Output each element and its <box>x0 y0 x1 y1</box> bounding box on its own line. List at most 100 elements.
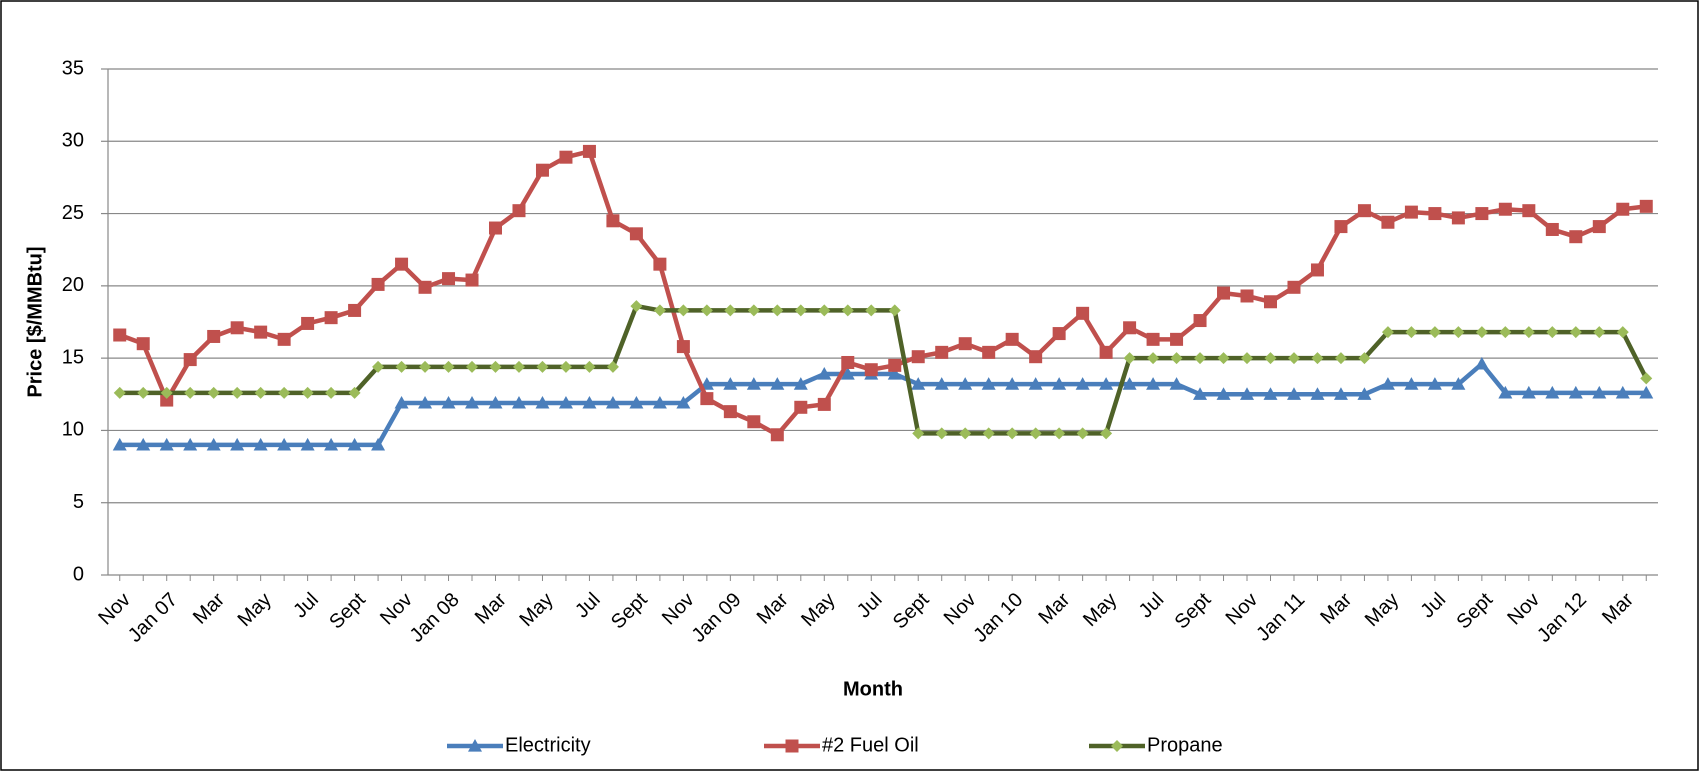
data-point <box>959 427 972 440</box>
data-point <box>324 437 339 451</box>
data-point <box>1427 377 1442 390</box>
data-point <box>1310 387 1325 400</box>
data-point <box>1616 326 1629 339</box>
data-point <box>1169 377 1184 390</box>
y-tick-label: 5 <box>73 491 84 513</box>
data-point <box>1334 220 1348 234</box>
data-point <box>934 377 949 390</box>
data-point <box>1193 387 1208 400</box>
data-point <box>489 360 502 373</box>
data-point <box>1029 427 1042 440</box>
data-point <box>630 300 643 313</box>
data-point <box>1333 387 1348 400</box>
data-point <box>1122 377 1137 390</box>
data-point <box>911 350 925 364</box>
data-point <box>817 397 831 411</box>
data-point <box>1474 356 1489 370</box>
data-point <box>840 367 855 380</box>
data-point <box>771 304 784 317</box>
data-point <box>606 360 619 373</box>
data-point <box>488 395 503 409</box>
data-point <box>653 257 667 271</box>
data-point <box>724 304 737 317</box>
data-point <box>1311 352 1324 365</box>
data-point <box>1475 326 1488 339</box>
data-point <box>1381 326 1394 339</box>
data-point <box>535 163 549 177</box>
data-point <box>1146 332 1160 346</box>
data-point <box>1616 202 1630 216</box>
data-point <box>137 386 150 399</box>
data-point <box>395 360 408 373</box>
data-point <box>1263 387 1278 400</box>
data-point <box>1193 314 1207 328</box>
data-point <box>136 437 151 451</box>
data-point <box>371 277 385 291</box>
legend-label: Propane <box>1147 734 1223 756</box>
data-point <box>1287 280 1301 294</box>
data-point <box>982 427 995 440</box>
data-point <box>982 345 996 359</box>
y-tick-label: 10 <box>62 419 84 441</box>
data-point <box>1545 385 1560 399</box>
data-point <box>489 221 502 235</box>
data-point <box>1615 385 1630 399</box>
x-axis-title: Month <box>843 678 903 700</box>
data-point <box>230 437 245 451</box>
data-point <box>793 377 808 390</box>
data-point <box>652 395 667 409</box>
data-point <box>1241 352 1254 365</box>
data-point <box>184 386 197 399</box>
data-point <box>958 337 972 351</box>
y-axis-title: Price [$/MMBtu] <box>24 246 46 397</box>
data-point <box>159 437 174 451</box>
legend-label: Electricity <box>505 734 591 756</box>
data-point <box>1170 352 1183 365</box>
data-point <box>183 437 198 451</box>
data-point <box>911 377 926 390</box>
data-point <box>1545 222 1559 236</box>
data-point <box>254 386 267 399</box>
data-point <box>841 355 855 369</box>
data-point <box>1522 204 1536 218</box>
data-point <box>1099 345 1113 359</box>
data-point <box>300 437 315 451</box>
data-point <box>1286 387 1301 400</box>
data-point <box>1640 372 1653 385</box>
data-point <box>1005 332 1019 346</box>
data-point <box>1452 326 1465 339</box>
data-point <box>113 386 126 399</box>
data-point <box>935 427 948 440</box>
data-point <box>1170 332 1184 346</box>
data-point <box>1052 327 1066 341</box>
data-point <box>747 304 760 317</box>
data-point <box>442 272 456 286</box>
data-point <box>207 386 220 399</box>
series-line <box>119 361 1647 448</box>
data-point <box>1123 321 1137 335</box>
data-point <box>418 280 432 294</box>
data-point <box>278 386 291 399</box>
data-point <box>653 304 666 317</box>
data-point <box>1217 286 1231 300</box>
data-point <box>1404 205 1418 219</box>
data-point <box>348 303 362 317</box>
data-point <box>583 360 596 373</box>
data-point <box>723 377 738 390</box>
data-point <box>1522 326 1535 339</box>
data-point <box>770 377 785 390</box>
data-point <box>207 329 221 343</box>
data-point <box>747 415 761 429</box>
data-point <box>1310 263 1324 277</box>
data-point <box>746 377 761 390</box>
data-point <box>1264 295 1277 309</box>
data-point <box>113 328 127 342</box>
data-point <box>559 150 573 164</box>
data-point <box>582 144 596 158</box>
data-point <box>629 227 643 241</box>
data-point <box>912 427 925 440</box>
data-point <box>1028 377 1043 390</box>
data-point <box>1428 207 1442 221</box>
data-point <box>1380 377 1395 390</box>
